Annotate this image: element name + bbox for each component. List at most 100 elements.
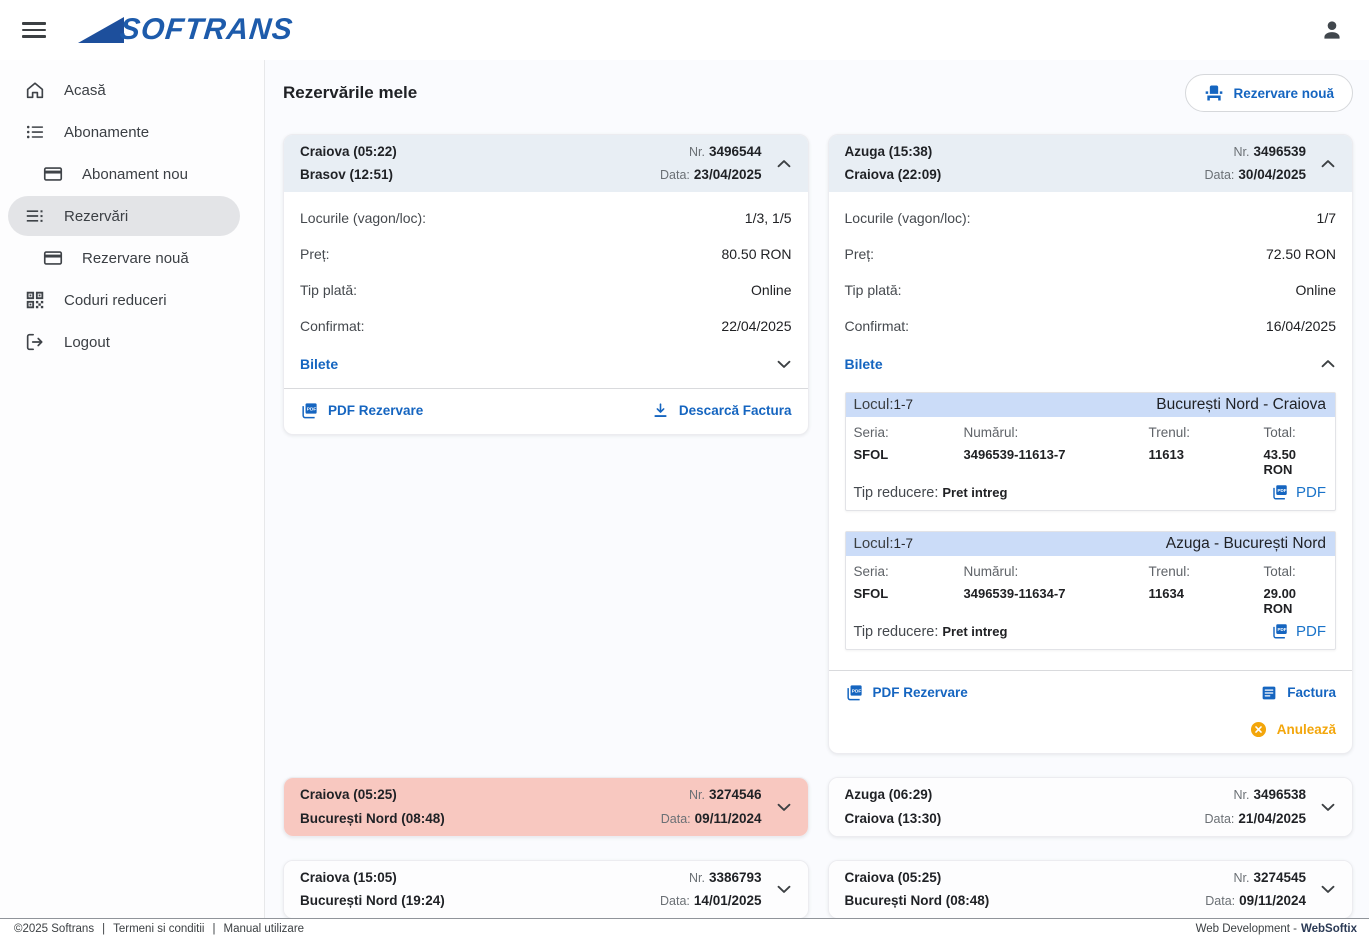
date-label: Data:	[660, 168, 690, 182]
seats-label: Locurile (vagon/loc):	[845, 210, 971, 226]
sidebar-item-abonament-nou[interactable]: Abonament nou	[8, 154, 256, 194]
logo-triangle-icon	[78, 17, 124, 43]
departure-station: Craiova (15:05)	[300, 870, 445, 886]
manual-link[interactable]: Manual utilizare	[224, 923, 305, 935]
reservation-header[interactable]: Azuga (06:29) Craiova (13:30) Nr.3496538…	[829, 778, 1353, 835]
reservation-card-3274546: Craiova (05:25) București Nord (08:48) N…	[283, 777, 809, 836]
numarul-label: Numărul:	[964, 564, 1149, 579]
toc-icon	[24, 205, 46, 227]
invoice-button[interactable]: Factura	[1260, 684, 1336, 702]
reservation-number: 3496539	[1253, 144, 1306, 159]
total-value: 29.00 RON	[1264, 586, 1327, 616]
seat-label: Locul:	[854, 535, 894, 552]
total-label: Total:	[1264, 564, 1327, 579]
ticket-pdf-button[interactable]: PDF PDF	[1271, 483, 1326, 501]
reservation-date: 21/04/2025	[1238, 811, 1306, 826]
numarul-label: Numărul:	[964, 425, 1149, 440]
reservation-header[interactable]: Craiova (15:05) București Nord (19:24) N…	[284, 861, 808, 918]
date-label: Data:	[1205, 812, 1235, 826]
sidebar-item-abonamente[interactable]: Abonamente	[8, 112, 256, 152]
terms-link[interactable]: Termeni si conditii	[113, 923, 204, 935]
reduction-label: Tip reducere:	[854, 485, 939, 501]
menu-icon[interactable]	[22, 18, 46, 42]
price-label: Preț:	[300, 246, 330, 262]
payment-value: Online	[751, 282, 791, 298]
account-icon[interactable]	[1319, 16, 1347, 44]
reservation-header[interactable]: Craiova (05:22) Brasov (12:51) Nr.349654…	[284, 135, 808, 192]
chevron-up-icon	[772, 152, 796, 176]
reservation-header[interactable]: Craiova (05:25) București Nord (08:48) N…	[284, 778, 808, 835]
download-invoice-button[interactable]: Descarcă Factura	[651, 401, 792, 420]
new-reservation-button[interactable]: Rezervare nouă	[1185, 74, 1353, 112]
reservation-number: 3274546	[709, 787, 762, 802]
nr-label: Nr.	[1233, 145, 1249, 159]
tickets-toggle[interactable]: Bilete	[284, 344, 808, 386]
reservation-card-3386793: Craiova (15:05) București Nord (19:24) N…	[283, 860, 809, 918]
pdf-icon: PDF	[845, 683, 864, 702]
main-content: Rezervările mele Rezervare nouă Craiova …	[265, 60, 1369, 918]
nr-label: Nr.	[689, 788, 705, 802]
list-icon	[24, 121, 46, 143]
nr-label: Nr.	[689, 145, 705, 159]
ticket-11634: Locul:1-7 Azuga - București Nord Seria: …	[845, 531, 1337, 650]
reservation-header[interactable]: Craiova (05:25) București Nord (08:48) N…	[829, 861, 1353, 918]
seat-value: 1-7	[894, 397, 914, 412]
sidebar-item-label: Rezervare nouă	[82, 250, 189, 267]
nr-label: Nr.	[689, 871, 705, 885]
pdf-icon: PDF	[1271, 483, 1289, 501]
date-label: Data:	[661, 812, 691, 826]
reservation-number: 3274545	[1253, 870, 1306, 885]
reduction-label: Tip reducere:	[854, 624, 939, 640]
trenul-label: Trenul:	[1149, 425, 1264, 440]
reservation-card-3496538: Azuga (06:29) Craiova (13:30) Nr.3496538…	[828, 777, 1354, 836]
seats-value: 1/7	[1317, 210, 1336, 226]
reservation-header[interactable]: Azuga (15:38) Craiova (22:09) Nr.3496539…	[829, 135, 1353, 192]
seat-icon	[1204, 83, 1224, 103]
sidebar-item-acasa[interactable]: Acasă	[8, 70, 256, 110]
pdf-reservation-button[interactable]: PDF PDF Rezervare	[300, 401, 423, 420]
reservations-grid: Craiova (05:22) Brasov (12:51) Nr.349654…	[283, 134, 1353, 918]
sidebar-item-label: Coduri reduceri	[64, 292, 167, 309]
svg-text:PDF: PDF	[851, 689, 861, 695]
numarul-value: 3496539-11634-7	[964, 586, 1149, 616]
price-value: 80.50 RON	[721, 246, 791, 262]
date-label: Data:	[1205, 894, 1235, 908]
chevron-up-icon	[1316, 152, 1340, 176]
reservation-date: 23/04/2025	[694, 167, 762, 182]
sidebar-item-label: Abonamente	[64, 124, 149, 141]
topbar: SOFTRANS	[0, 0, 1369, 60]
arrival-station: București Nord (08:48)	[300, 811, 445, 827]
seria-value: SFOL	[854, 447, 964, 477]
nr-label: Nr.	[1233, 871, 1249, 885]
qr-code-icon	[24, 289, 46, 311]
total-label: Total:	[1264, 425, 1327, 440]
logout-icon	[24, 331, 46, 353]
credit-card-icon	[42, 247, 64, 269]
payment-value: Online	[1296, 282, 1336, 298]
total-value: 43.50 RON	[1264, 447, 1327, 477]
page-title: Rezervările mele	[283, 83, 417, 103]
reservation-number: 3386793	[709, 870, 762, 885]
copyright-text: ©2025 Softrans	[14, 923, 94, 935]
trenul-label: Trenul:	[1149, 564, 1264, 579]
arrival-station: Craiova (13:30)	[845, 811, 942, 827]
svg-text:PDF: PDF	[1277, 628, 1286, 633]
pdf-reservation-button[interactable]: PDF PDF Rezervare	[845, 683, 968, 702]
seria-value: SFOL	[854, 586, 964, 616]
sidebar-item-label: Acasă	[64, 82, 106, 99]
sidebar-item-logout[interactable]: Logout	[8, 322, 256, 362]
sidebar-item-rezervari[interactable]: Rezervări	[8, 196, 240, 236]
dev-brand-link[interactable]: WebSoftix	[1301, 923, 1357, 935]
sidebar-item-rezervare-noua[interactable]: Rezervare nouă	[8, 238, 256, 278]
sidebar-item-coduri-reduceri[interactable]: Coduri reduceri	[8, 280, 256, 320]
tickets-toggle[interactable]: Bilete	[829, 344, 1353, 386]
chevron-down-icon	[772, 795, 796, 819]
arrival-station: Brasov (12:51)	[300, 167, 397, 183]
reservation-card-3496539: Azuga (15:38) Craiova (22:09) Nr.3496539…	[828, 134, 1354, 754]
trenul-value: 11634	[1149, 586, 1264, 616]
cancel-reservation-button[interactable]: Anulează	[1249, 720, 1336, 739]
confirmed-label: Confirmat:	[300, 318, 365, 334]
svg-text:PDF: PDF	[307, 407, 317, 413]
reservation-date: 09/11/2024	[1239, 893, 1306, 908]
ticket-pdf-button[interactable]: PDF PDF	[1271, 622, 1326, 640]
